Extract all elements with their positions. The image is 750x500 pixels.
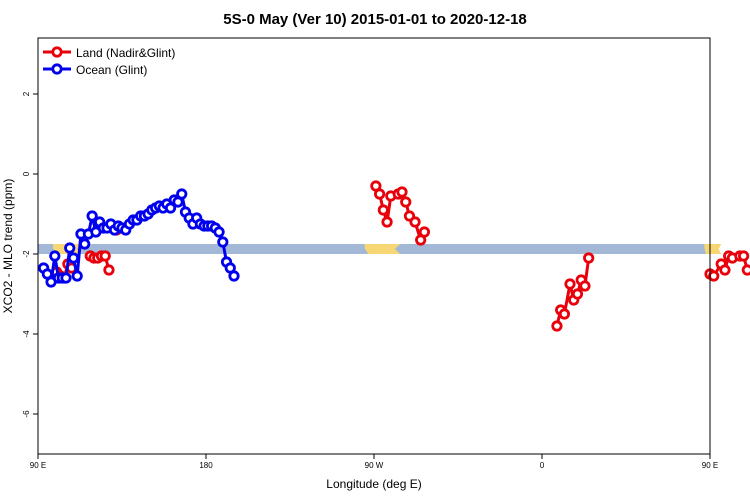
data-point: [99, 250, 111, 262]
y-tick-label: -4: [22, 330, 31, 338]
x-tick-label: 180: [199, 461, 213, 470]
series-layer: [37, 180, 750, 332]
data-point: [79, 238, 91, 250]
chart-title: 5S-0 May (Ver 10) 2015-01-01 to 2020-12-…: [223, 11, 527, 28]
data-point: [418, 226, 430, 238]
data-point: [708, 270, 720, 282]
land-ocean-band: [38, 244, 722, 254]
data-point: [373, 188, 386, 200]
legend-item-land: Land (Nadir&Glint): [43, 46, 175, 60]
data-point: [551, 320, 563, 332]
data-point: [409, 216, 421, 228]
data-point: [579, 280, 591, 292]
data-point: [213, 226, 225, 238]
legend-item-ocean: Ocean (Glint): [43, 63, 147, 77]
data-point: [228, 270, 240, 282]
land-patch: [364, 244, 401, 254]
data-point: [741, 264, 750, 276]
data-point: [571, 288, 584, 300]
data-point: [64, 242, 76, 254]
x-tick-label: 90 E: [702, 461, 718, 470]
y-tick-label: 0: [22, 171, 31, 176]
data-point: [176, 188, 188, 200]
y-axis: 2 0 -2 -4 -6: [22, 91, 38, 418]
legend-marker-ocean: [51, 63, 63, 75]
data-point: [67, 252, 80, 264]
data-point: [400, 196, 412, 208]
data-point: [86, 210, 98, 222]
series-ocean: [37, 188, 240, 288]
data-point: [217, 236, 229, 248]
data-point: [103, 264, 115, 276]
x-tick-label: 0: [540, 461, 545, 470]
data-point: [737, 250, 750, 262]
data-point: [377, 204, 389, 216]
legend: Land (Nadir&Glint) Ocean (Glint): [43, 46, 175, 77]
x-axis-label: Longitude (deg E): [326, 477, 421, 491]
data-point: [396, 186, 408, 198]
data-point: [583, 252, 595, 264]
y-tick-label: 2: [22, 91, 31, 96]
data-point: [60, 272, 72, 284]
legend-label-land: Land (Nadir&Glint): [76, 46, 175, 60]
data-point: [719, 264, 731, 276]
x-axis: 90 E 180 90 W 0 90 E: [30, 454, 718, 470]
data-point: [564, 278, 576, 290]
data-point: [381, 216, 393, 228]
x-tick-label: 90 W: [365, 461, 384, 470]
legend-marker-land: [51, 46, 63, 58]
legend-label-ocean: Ocean (Glint): [76, 63, 147, 77]
land-patch: [704, 244, 722, 254]
y-axis-label: XCO2 - MLO trend (ppm): [1, 179, 15, 314]
data-point: [49, 250, 61, 262]
data-point: [71, 270, 83, 282]
y-tick-label: -6: [22, 410, 31, 418]
data-point: [558, 308, 571, 320]
y-tick-label: -2: [22, 250, 31, 258]
x-tick-label: 90 E: [30, 461, 46, 470]
